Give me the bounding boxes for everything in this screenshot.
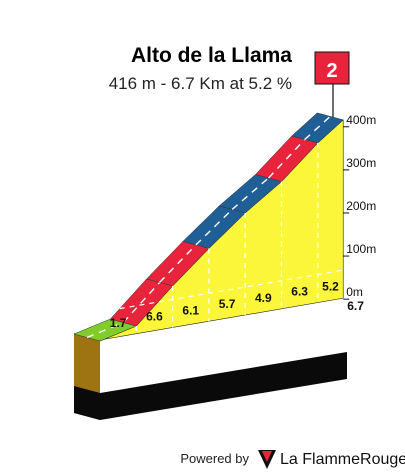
profile-centre-line [231, 177, 269, 210]
profile-centre-line [267, 138, 306, 179]
segment-gradient-label: 5.2 [322, 279, 339, 293]
distance-end-label: 6.7 [347, 299, 364, 313]
profile-side-wall-base [74, 386, 100, 420]
profile-centre-line [195, 208, 233, 246]
segment-gradient-label: 6.3 [291, 285, 308, 299]
y-tick-label: 200m [346, 199, 376, 213]
y-tick-label: 300m [346, 156, 376, 170]
x-tick-label: 3 [206, 329, 213, 343]
segment-gradient-label: 1.7 [110, 316, 127, 330]
x-tick-label: 5 [278, 317, 285, 331]
segment-gradient-label: 4.9 [255, 291, 272, 305]
chart-subtitle: 416 m - 6.7 Km at 5.2 % [109, 74, 292, 93]
y-tick-label: 100m [346, 242, 376, 256]
segment-gradient-label: 6.1 [182, 303, 199, 317]
x-tick-label: 1 [133, 342, 140, 356]
profile-centre-line [86, 321, 124, 339]
brand-name: La FlammeRouge [280, 451, 405, 468]
footer: Powered by La FlammeRouge [180, 450, 405, 469]
profile-guide-line [99, 269, 344, 313]
y-tick-label: 400m [346, 113, 376, 127]
category-flag: 2 [314, 51, 350, 158]
x-tick-label: 6 [314, 311, 321, 325]
x-tick-label: 4 [242, 323, 249, 337]
y-tick-label: 0m [346, 285, 363, 299]
profile-centre-line [159, 244, 197, 283]
profile-centre-line [304, 115, 331, 140]
flamme-rouge-logo-icon [258, 450, 276, 469]
chart-title: Alto de la Llama [131, 44, 292, 67]
x-tick-label: 2 [169, 336, 176, 350]
segment-gradient-label: 5.7 [219, 297, 236, 311]
distance-band [100, 352, 347, 420]
category-badge-label: 2 [326, 60, 337, 82]
category-badge [314, 51, 350, 85]
profile-centre-line [122, 281, 161, 324]
segment-gradient-label: 6.6 [146, 310, 163, 324]
powered-by-label: Powered by [180, 451, 249, 466]
